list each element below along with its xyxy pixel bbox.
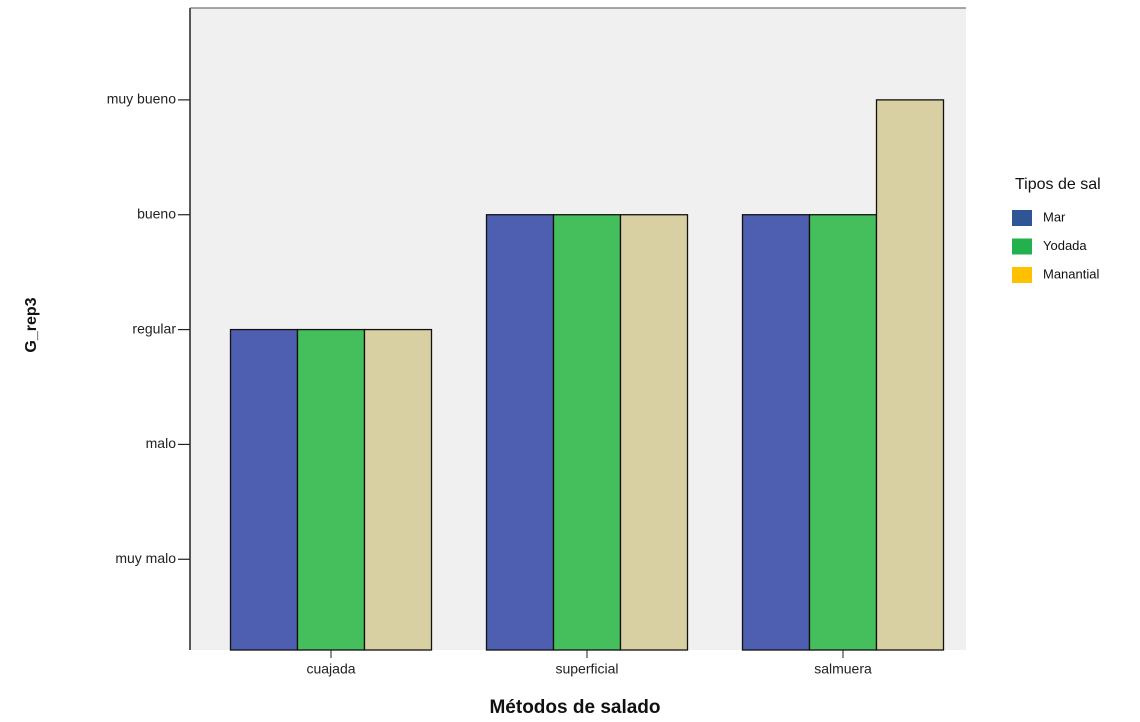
legend-swatch — [1012, 210, 1032, 226]
legend-label: Mar — [1043, 209, 1066, 224]
y-tick-label: muy malo — [115, 550, 176, 566]
x-axis-label: Métodos de salado — [489, 697, 660, 718]
bar — [741, 214, 811, 651]
bar — [363, 328, 433, 651]
bar — [485, 214, 555, 651]
y-tick-label: malo — [146, 435, 177, 451]
bar — [875, 99, 945, 651]
legend-swatch — [1012, 267, 1032, 283]
legend-title: Tipos de sal — [1015, 176, 1101, 193]
bar — [296, 328, 366, 651]
legend-swatch — [1012, 238, 1032, 255]
bar — [229, 328, 299, 651]
bar — [808, 214, 878, 651]
x-tick-label: salmuera — [814, 661, 872, 677]
x-tick-label: superficial — [555, 661, 618, 677]
legend-label: Yodada — [1043, 238, 1087, 253]
bar — [619, 214, 689, 651]
legend-label: Manantial — [1043, 266, 1099, 281]
y-axis-label: G_rep3 — [23, 297, 40, 352]
bar — [552, 214, 622, 651]
y-tick-label: bueno — [137, 205, 176, 221]
x-tick-label: cuajada — [306, 661, 355, 677]
y-tick-label: muy bueno — [107, 91, 176, 107]
y-tick-label: regular — [132, 320, 176, 336]
